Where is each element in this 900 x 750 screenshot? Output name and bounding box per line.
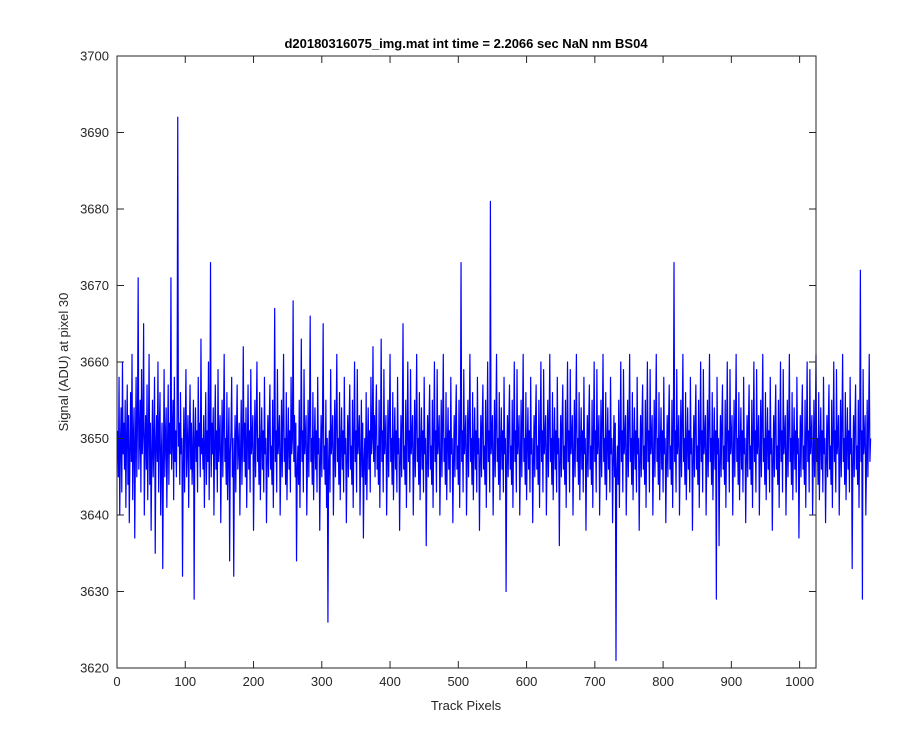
y-tick-label-2: 3640 [80, 508, 109, 523]
series-layer [117, 116, 872, 661]
y-tick-label-1: 3630 [80, 584, 109, 599]
plot-area [117, 56, 816, 668]
x-tick-label-0: 0 [113, 674, 120, 689]
x-axis: 0 100 200 300 400 500 600 700 800 900 1000 [113, 56, 814, 689]
x-axis-label: Track Pixels [431, 698, 502, 713]
y-tick-label-6: 3680 [80, 202, 109, 217]
x-tick-label-9: 900 [721, 674, 743, 689]
x-tick-label-1: 100 [174, 674, 196, 689]
x-tick-label-10: 1000 [785, 674, 814, 689]
y-tick-label-3: 3650 [80, 431, 109, 446]
x-tick-label-3: 300 [311, 674, 333, 689]
x-tick-label-8: 800 [652, 674, 674, 689]
y-tick-label-0: 3620 [80, 661, 109, 676]
x-tick-label-6: 600 [516, 674, 538, 689]
series-line-0 [117, 116, 872, 661]
y-axis-label: Signal (ADU) at pixel 30 [56, 293, 71, 432]
x-tick-label-5: 500 [447, 674, 469, 689]
y-axis: 3620 3630 3640 3650 3660 3670 3680 3690 3700 [80, 49, 816, 676]
x-tick-label-7: 700 [584, 674, 606, 689]
x-tick-label-2: 200 [243, 674, 265, 689]
x-tick-label-4: 400 [379, 674, 401, 689]
y-tick-label-5: 3670 [80, 278, 109, 293]
y-tick-label-7: 3690 [80, 125, 109, 140]
y-tick-label-4: 3660 [80, 355, 109, 370]
chart-title: d20180316075_img.mat int time = 2.2066 s… [284, 36, 648, 51]
y-tick-label-8: 3700 [80, 49, 109, 64]
